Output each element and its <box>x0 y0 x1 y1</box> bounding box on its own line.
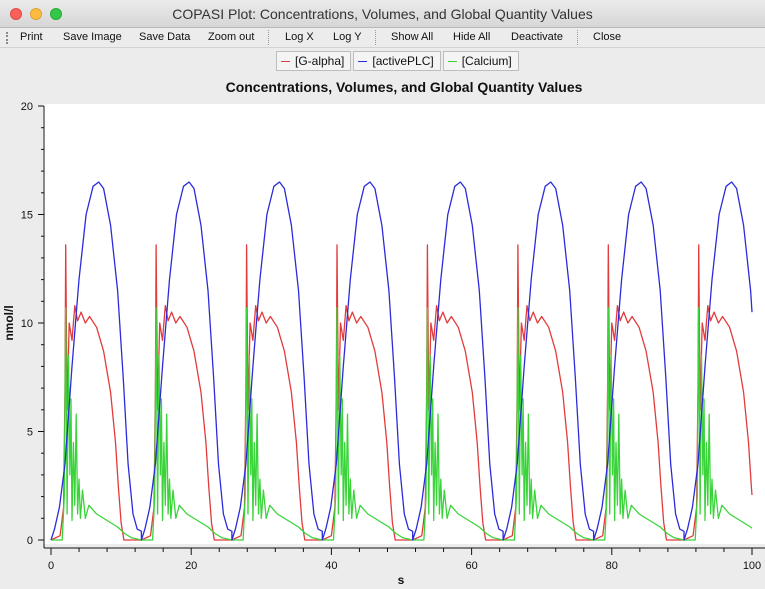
y-tick-label: 15 <box>21 210 33 222</box>
close-window-button[interactable] <box>10 8 22 20</box>
toolbar: Print Save Image Save Data Zoom out Log … <box>0 28 765 48</box>
x-tick-label: 40 <box>325 560 337 572</box>
legend-label: [Calcium] <box>461 54 512 68</box>
y-tick-label: 5 <box>27 427 33 439</box>
toolbar-separator <box>375 30 377 45</box>
chart-title: Concentrations, Volumes, and Global Quan… <box>225 79 583 95</box>
legend-line-icon <box>447 60 457 62</box>
toolbar-grip-icon[interactable] <box>6 32 10 44</box>
plot-canvas <box>43 104 765 544</box>
x-tick-label: 20 <box>185 560 197 572</box>
minimize-window-button[interactable] <box>30 8 42 20</box>
close-button[interactable]: Close <box>593 31 622 43</box>
hide-all-button[interactable]: Hide All <box>453 31 491 43</box>
y-axis-label: nmol/l <box>2 305 16 340</box>
window-titlebar: COPASI Plot: Concentrations, Volumes, an… <box>0 0 765 28</box>
window-title: COPASI Plot: Concentrations, Volumes, an… <box>172 6 593 22</box>
toolbar-separator <box>577 30 579 45</box>
toolbar-separator <box>268 30 270 45</box>
log-x-button[interactable]: Log X <box>285 31 314 43</box>
legend-label: [G-alpha] <box>295 54 345 68</box>
legend-line-icon <box>358 60 368 62</box>
x-tick-label: 100 <box>743 560 761 572</box>
deactivate-button[interactable]: Deactivate <box>511 31 563 43</box>
zoom-window-button[interactable] <box>50 8 62 20</box>
x-tick-label: 80 <box>606 560 618 572</box>
x-tick-label: 0 <box>48 560 54 572</box>
y-tick-label: 20 <box>21 101 33 113</box>
zoom-out-button[interactable]: Zoom out <box>208 31 255 43</box>
legend-item-activeplc[interactable]: [activePLC] <box>353 51 441 71</box>
show-all-button[interactable]: Show All <box>391 31 434 43</box>
series-line-calcium <box>51 307 753 541</box>
legend-label: [activePLC] <box>372 54 434 68</box>
print-button[interactable]: Print <box>20 31 43 43</box>
log-y-button[interactable]: Log Y <box>333 31 362 43</box>
series-line-activeplc <box>50 181 753 541</box>
save-image-button[interactable]: Save Image <box>63 31 122 43</box>
x-axis-label: s <box>398 573 405 587</box>
legend-item-calcium[interactable]: [Calcium] <box>442 51 519 71</box>
legend-line-icon <box>281 60 290 62</box>
legend-item-galpha[interactable]: [G-alpha] <box>276 51 352 71</box>
save-data-button[interactable]: Save Data <box>139 31 191 43</box>
y-tick-label: 10 <box>21 318 33 330</box>
y-tick-label: 0 <box>27 535 33 547</box>
x-tick-label: 60 <box>465 560 477 572</box>
series-line-g-alpha <box>50 244 753 541</box>
legend: [G-alpha] [activePLC] [Calcium] <box>276 51 521 71</box>
